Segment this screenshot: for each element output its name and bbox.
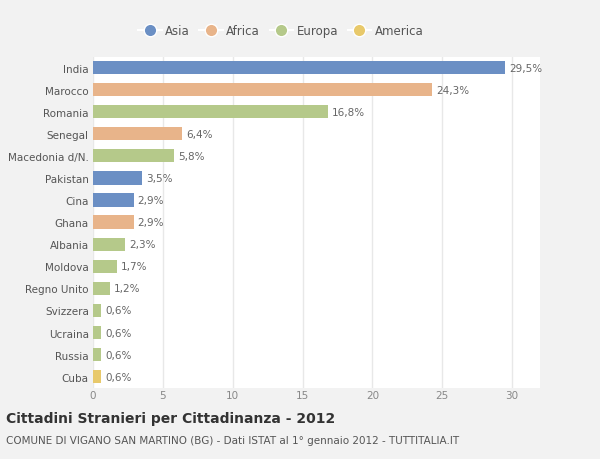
- Text: 3,5%: 3,5%: [146, 174, 173, 184]
- Text: 29,5%: 29,5%: [509, 63, 542, 73]
- Bar: [93, 238, 125, 251]
- Bar: [93, 326, 101, 339]
- Bar: [93, 150, 174, 163]
- Bar: [93, 62, 505, 75]
- Bar: [93, 194, 134, 207]
- Text: 24,3%: 24,3%: [437, 85, 470, 95]
- Text: 0,6%: 0,6%: [106, 372, 132, 382]
- Text: 1,2%: 1,2%: [114, 284, 140, 294]
- Text: 5,8%: 5,8%: [178, 151, 205, 162]
- Bar: [93, 282, 110, 295]
- Text: 2,9%: 2,9%: [138, 218, 164, 228]
- Text: 16,8%: 16,8%: [332, 107, 365, 118]
- Bar: [93, 370, 101, 383]
- Text: 6,4%: 6,4%: [187, 129, 213, 140]
- Bar: [93, 106, 328, 119]
- Text: 1,7%: 1,7%: [121, 262, 148, 272]
- Bar: [93, 172, 142, 185]
- Bar: [93, 128, 182, 141]
- Bar: [93, 84, 433, 97]
- Text: 0,6%: 0,6%: [106, 350, 132, 360]
- Text: 0,6%: 0,6%: [106, 328, 132, 338]
- Text: 2,3%: 2,3%: [130, 240, 156, 250]
- Text: 0,6%: 0,6%: [106, 306, 132, 316]
- Bar: [93, 348, 101, 361]
- Text: Cittadini Stranieri per Cittadinanza - 2012: Cittadini Stranieri per Cittadinanza - 2…: [6, 411, 335, 425]
- Text: COMUNE DI VIGANO SAN MARTINO (BG) - Dati ISTAT al 1° gennaio 2012 - TUTTITALIA.I: COMUNE DI VIGANO SAN MARTINO (BG) - Dati…: [6, 435, 459, 445]
- Legend: Asia, Africa, Europa, America: Asia, Africa, Europa, America: [138, 25, 424, 38]
- Text: 2,9%: 2,9%: [138, 196, 164, 206]
- Bar: [93, 216, 134, 229]
- Bar: [93, 260, 117, 273]
- Bar: [93, 304, 101, 317]
